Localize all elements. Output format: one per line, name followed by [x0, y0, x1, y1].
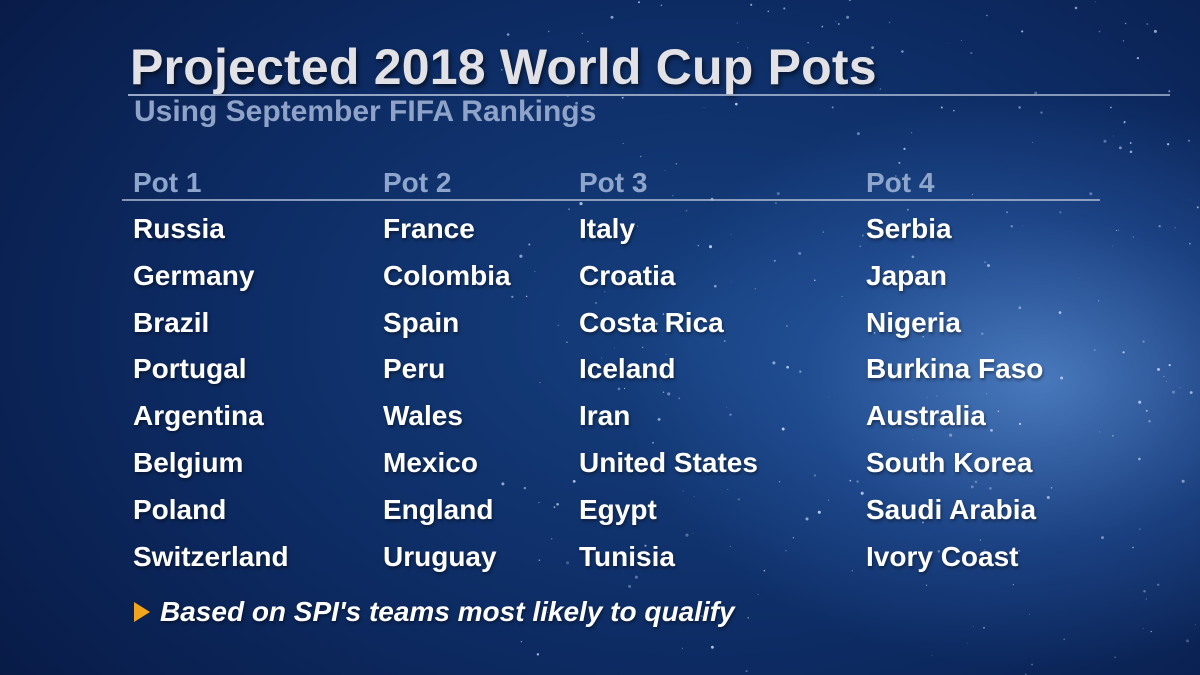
team-name: Mexico: [383, 446, 478, 478]
team-name: Uruguay: [383, 540, 497, 572]
team-name: Russia: [133, 213, 225, 244]
team-name: Croatia: [579, 259, 676, 291]
pot-3-column: Pot 3 Italy Croatia Costa Rica Iceland I…: [579, 166, 758, 586]
title-divider: [128, 94, 1170, 96]
team-name: South Korea: [866, 446, 1033, 478]
pot-2-column: Pot 2 France Colombia Spain Peru Wales M…: [383, 166, 511, 586]
team-name: Portugal: [133, 353, 247, 385]
team-name: Wales: [383, 400, 463, 432]
team-name: Colombia: [383, 259, 511, 291]
pot-1-column: Pot 1 Russia Germany Brazil Portugal Arg…: [133, 166, 289, 586]
team-name: Costa Rica: [579, 306, 724, 338]
team-name: Switzerland: [133, 540, 289, 572]
team-list: Serbia Japan Nigeria Burkina Faso Austra…: [866, 212, 1043, 586]
footnote-text: Based on SPI's teams most likely to qual…: [160, 596, 735, 627]
page-title: Projected 2018 World Cup Pots: [130, 39, 877, 95]
team-name: Belgium: [133, 446, 244, 478]
team-list: Russia Germany Brazil Portugal Argentina…: [133, 212, 289, 586]
team-name: Saudi Arabia: [866, 493, 1037, 525]
team-name: Peru: [383, 353, 446, 385]
team-name: Iceland: [579, 353, 676, 385]
header-divider: [122, 199, 1100, 201]
team-name: Spain: [383, 306, 460, 338]
triangle-right-icon: [134, 602, 150, 622]
team-name: Ivory Coast: [866, 540, 1019, 572]
team-name: England: [383, 493, 494, 525]
pot-header: Pot 2: [383, 167, 452, 198]
team-name: Poland: [133, 493, 227, 525]
pot-header: Pot 3: [579, 167, 648, 198]
pot-header: Pot 1: [133, 167, 202, 198]
team-name: Italy: [579, 213, 636, 244]
team-name: Tunisia: [579, 540, 675, 572]
pot-4-column: Pot 4 Serbia Japan Nigeria Burkina Faso …: [866, 166, 1043, 586]
pot-header: Pot 4: [866, 167, 935, 198]
team-list: Italy Croatia Costa Rica Iceland Iran Un…: [579, 212, 758, 586]
team-name: Argentina: [133, 400, 264, 432]
team-list: France Colombia Spain Peru Wales Mexico …: [383, 212, 511, 586]
page-subtitle: Using September FIFA Rankings: [134, 95, 597, 128]
team-name: Egypt: [579, 493, 657, 525]
team-name: Brazil: [133, 306, 210, 338]
team-name: Germany: [133, 259, 255, 291]
team-name: United States: [579, 446, 758, 478]
team-name: Serbia: [866, 213, 952, 244]
team-name: Burkina Faso: [866, 353, 1044, 385]
footnote: Based on SPI's teams most likely to qual…: [134, 596, 735, 628]
team-name: Australia: [866, 400, 986, 432]
team-name: Nigeria: [866, 306, 961, 338]
team-name: Iran: [579, 400, 631, 432]
team-name: France: [383, 213, 475, 244]
team-name: Japan: [866, 259, 947, 291]
